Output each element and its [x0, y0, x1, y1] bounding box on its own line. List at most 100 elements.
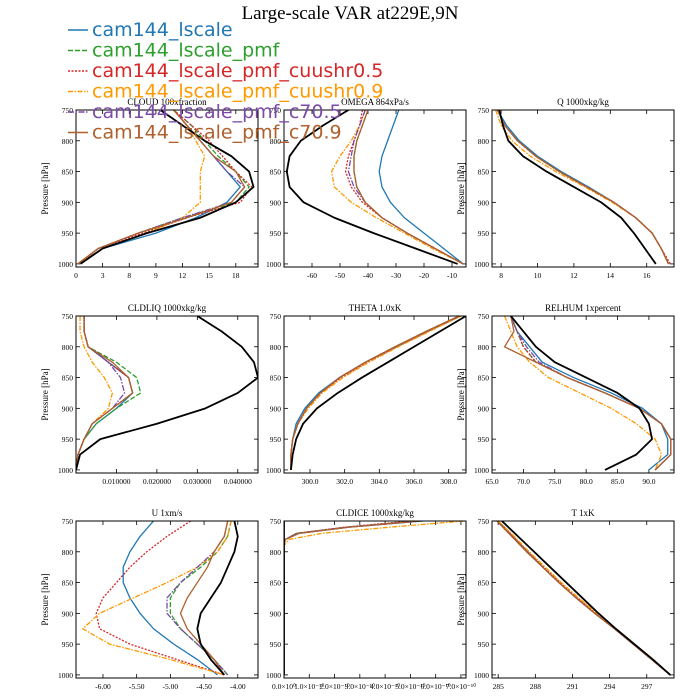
x-tick-label: 15 — [205, 271, 213, 280]
y-tick-label: 850 — [62, 579, 74, 588]
plot-frame — [75, 109, 259, 268]
y-tick-label: 800 — [478, 343, 490, 352]
panel-title: T 1xK — [571, 508, 595, 518]
x-tick-label: -5.00 — [163, 682, 179, 691]
panel-title: CLDLIQ 1000xkg/kg — [128, 303, 207, 313]
series-line-cam144_lscale — [496, 110, 670, 265]
y-tick-label: 900 — [270, 404, 282, 413]
panel-title: U 1xm/s — [152, 508, 183, 518]
x-tick-label: 0 — [74, 271, 78, 280]
y-tick-label: 750 — [478, 517, 490, 526]
x-tick-label: 85.0 — [611, 477, 624, 486]
y-tick-label: 850 — [270, 374, 282, 383]
y-axis-label: Pressure [hPa] — [40, 573, 50, 625]
panel-8: CLDICE 1000xkg/kg 750 800 850 900 950 1000 0.0×… — [266, 508, 476, 691]
y-tick-label: 800 — [270, 548, 282, 557]
x-tick-label: 294 — [604, 682, 616, 691]
x-tick-label: 3 — [101, 271, 105, 280]
panel-3: Q 1000xkg/kg Pressure [hPa] 750 800 850 900 95… — [456, 97, 675, 280]
x-tick-label: 75.0 — [548, 477, 561, 486]
y-tick-label: 900 — [270, 198, 282, 207]
y-tick-label: 800 — [478, 137, 490, 146]
series-line-obs — [196, 521, 239, 676]
x-tick-label: 12 — [179, 271, 187, 280]
series-line-cam144_lscale_pmf — [290, 316, 460, 470]
series-line-cam144_lscale_pmf_c70-9 — [179, 521, 229, 676]
series-line-cam144_lscale_pmf_cuushr0-9 — [290, 316, 462, 470]
y-tick-label: 950 — [62, 640, 74, 649]
panel-2: OMEGA 864xPa/s 750 800 850 900 950 1000 -60 -50 -… — [266, 97, 467, 280]
series-line-cam144_lscale_pmf_cuushr0-5 — [344, 110, 464, 265]
plot-frame — [283, 315, 467, 474]
y-tick-label: 800 — [270, 343, 282, 352]
plot-frame — [283, 520, 467, 679]
y-tick-label: 900 — [62, 198, 74, 207]
y-tick-label: 950 — [478, 435, 490, 444]
figure-title: Large-scale VAR at229E,9N — [242, 3, 459, 24]
y-axis-label: Pressure [hPa] — [40, 368, 50, 420]
series-group — [496, 521, 671, 676]
series-line-cam144_lscale_pmf_cuushr0-9 — [495, 110, 670, 265]
y-tick-label: 950 — [62, 435, 74, 444]
legend-label-5: cam144_lscale_pmf_c70.5 — [92, 101, 342, 123]
x-tick-label: 65.0 — [485, 477, 498, 486]
panel-9: T 1xK Pressure [hPa] 750 800 850 900 950 1000 28… — [456, 508, 675, 691]
series-line-cam144_lscale_pmf_c70-9 — [76, 316, 134, 471]
y-tick-label: 1000 — [58, 466, 73, 475]
panel-5: THETA 1.0xK 750 800 850 900 950 1000 300.0 302.0… — [266, 303, 467, 486]
y-tick-label: 750 — [478, 106, 490, 115]
y-tick-label: 800 — [270, 137, 282, 146]
x-tick-label: 0.0×10⁰ — [272, 682, 296, 691]
x-tick-label: 0.010000 — [102, 477, 130, 486]
x-tick-label: 304.0 — [371, 477, 388, 486]
series-line-cam144_lscale — [378, 110, 464, 265]
y-axis-label: Pressure [hPa] — [456, 162, 466, 214]
y-tick-label: 1000 — [58, 260, 73, 269]
series-line-obs — [79, 110, 255, 265]
series-line-cam144_lscale_pmf_cuushr0-9 — [284, 521, 464, 675]
series-line-obs — [501, 521, 671, 676]
legend-label-3: cam144_lscale_pmf_cuushr0.5 — [92, 60, 383, 82]
plot-frame — [491, 315, 675, 474]
series-line-cam144_lscale_pmf_c70-9 — [496, 110, 670, 265]
x-tick-label: 285 — [493, 682, 505, 691]
y-tick-label: 800 — [478, 548, 490, 557]
y-tick-label: 900 — [62, 404, 74, 413]
plot-frame — [75, 520, 259, 679]
series-line-cam144_lscale_pmf_c70-5 — [496, 110, 670, 265]
x-tick-label: 18 — [232, 271, 240, 280]
series-line-cam144_lscale — [122, 521, 218, 676]
series-line-cam144_lscale_pmf_cuushr0-9 — [82, 521, 232, 676]
panel-title: OMEGA 864xPa/s — [341, 97, 409, 107]
series-group — [284, 521, 464, 675]
y-tick-label: 1000 — [474, 671, 489, 680]
x-tick-label: 70.0 — [517, 477, 530, 486]
series-group — [76, 316, 258, 471]
series-line-cam144_lscale_pmf_cuushr0-9 — [330, 110, 464, 265]
series-line-obs — [76, 316, 258, 471]
series-line-cam144_lscale_pmf_cuushr0-5 — [510, 316, 672, 471]
y-tick-label: 750 — [62, 312, 74, 321]
x-tick-label: 288 — [530, 682, 542, 691]
series-group — [503, 316, 672, 471]
y-tick-label: 950 — [478, 640, 490, 649]
x-tick-label: -4.00 — [230, 682, 246, 691]
x-tick-label: -6.00 — [95, 682, 111, 691]
x-tick-label: -10 — [447, 271, 457, 280]
panel-title: Q 1000xkg/kg — [557, 97, 609, 107]
series-line-obs — [498, 110, 657, 265]
series-line-cam144_lscale_pmf_cuushr0-9 — [503, 316, 663, 471]
y-axis-label: Pressure [hPa] — [40, 162, 50, 214]
x-tick-label: 300.0 — [302, 477, 319, 486]
series-line-obs — [290, 316, 466, 471]
y-tick-label: 800 — [62, 137, 74, 146]
y-tick-label: 750 — [270, 517, 282, 526]
series-line-cam144_lscale_pmf — [496, 110, 670, 265]
x-tick-label: -4.50 — [196, 682, 212, 691]
x-tick-label: 4.0×10⁻¹⁰ — [370, 682, 400, 691]
x-tick-label: 12 — [570, 271, 578, 280]
x-tick-label: 10 — [534, 271, 542, 280]
series-line-obs — [285, 110, 458, 265]
y-tick-label: 950 — [270, 229, 282, 238]
